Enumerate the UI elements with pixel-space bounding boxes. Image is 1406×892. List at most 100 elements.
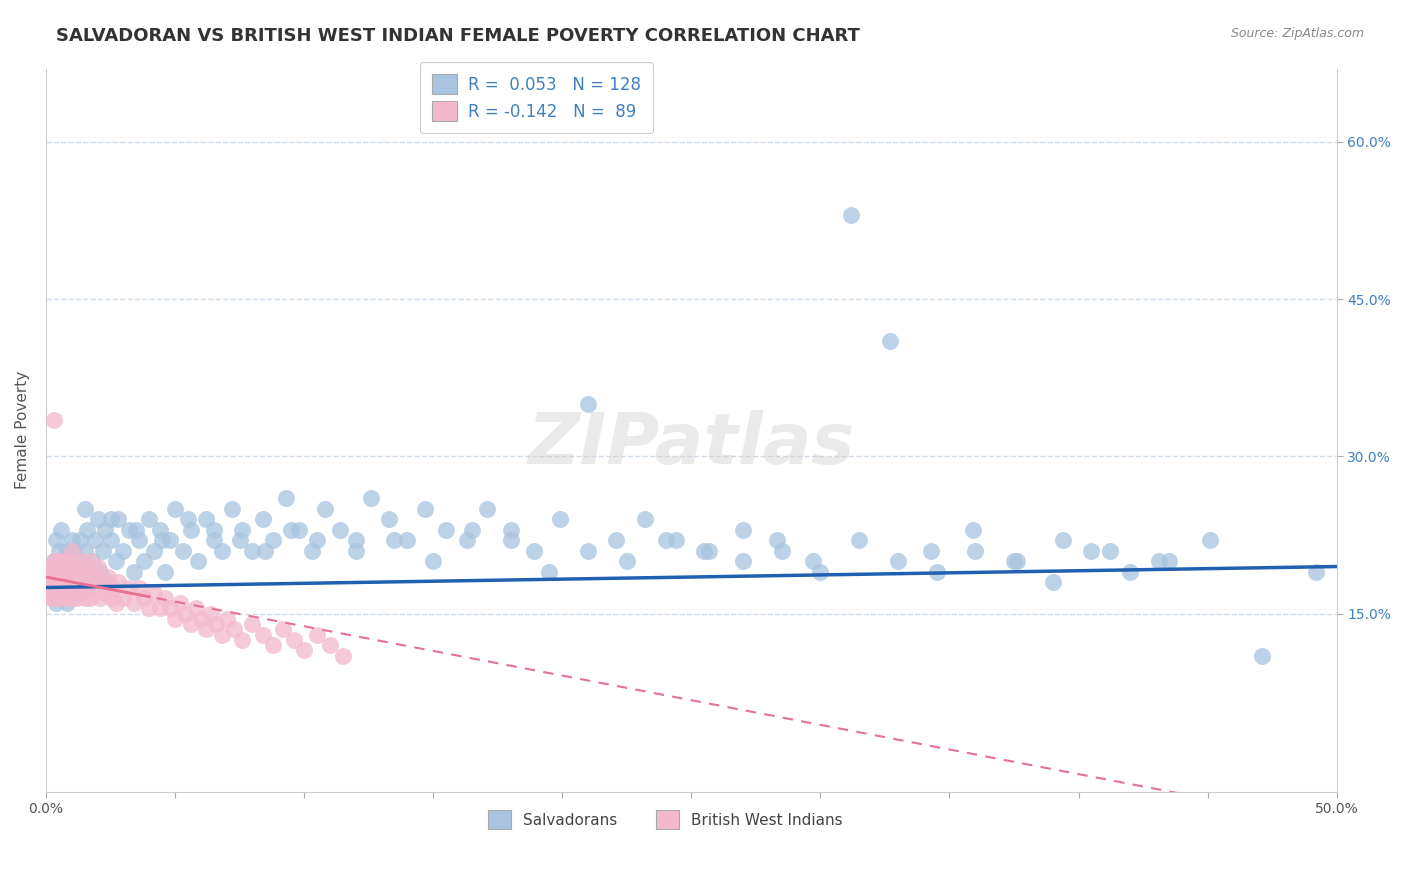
Text: ZIPatlas: ZIPatlas	[527, 410, 855, 479]
Point	[965, 544, 987, 558]
Point	[39, 591, 62, 605]
Point	[48, 544, 70, 558]
Point	[53, 570, 76, 584]
Point	[55, 591, 77, 605]
Point	[97, 575, 120, 590]
Point	[82, 581, 104, 595]
Point	[79, 554, 101, 568]
Point	[848, 533, 870, 548]
Point	[314, 501, 336, 516]
Point	[605, 533, 627, 548]
Point	[104, 554, 127, 568]
Point	[153, 565, 176, 579]
Text: SALVADORAN VS BRITISH WEST INDIAN FEMALE POVERTY CORRELATION CHART: SALVADORAN VS BRITISH WEST INDIAN FEMALE…	[56, 27, 860, 45]
Point	[138, 512, 160, 526]
Point	[70, 586, 93, 600]
Point	[60, 544, 83, 558]
Point	[211, 544, 233, 558]
Point	[159, 533, 181, 548]
Point	[731, 523, 754, 537]
Point	[76, 565, 98, 579]
Point	[58, 554, 80, 568]
Point	[60, 533, 83, 548]
Point	[415, 501, 437, 516]
Point	[190, 612, 212, 626]
Point	[100, 512, 122, 526]
Point	[42, 554, 65, 568]
Point	[66, 575, 89, 590]
Point	[205, 617, 228, 632]
Point	[69, 565, 91, 579]
Point	[879, 334, 901, 348]
Point	[177, 512, 200, 526]
Point	[63, 544, 86, 558]
Point	[242, 617, 264, 632]
Point	[73, 591, 96, 605]
Point	[91, 575, 114, 590]
Point	[163, 501, 186, 516]
Point	[70, 554, 93, 568]
Point	[305, 628, 328, 642]
Point	[117, 581, 139, 595]
Point	[63, 570, 86, 584]
Point	[132, 554, 155, 568]
Point	[55, 565, 77, 579]
Point	[396, 533, 419, 548]
Point	[576, 544, 599, 558]
Point	[252, 628, 274, 642]
Point	[654, 533, 676, 548]
Point	[76, 523, 98, 537]
Point	[38, 581, 60, 595]
Point	[39, 559, 62, 574]
Point	[39, 570, 62, 584]
Point	[887, 554, 910, 568]
Point	[273, 623, 295, 637]
Point	[63, 565, 86, 579]
Point	[143, 544, 166, 558]
Point	[731, 554, 754, 568]
Point	[1052, 533, 1074, 548]
Point	[765, 533, 787, 548]
Point	[1157, 554, 1180, 568]
Point	[70, 586, 93, 600]
Point	[215, 612, 238, 626]
Point	[693, 544, 716, 558]
Point	[73, 501, 96, 516]
Point	[242, 544, 264, 558]
Point	[1119, 565, 1142, 579]
Point	[344, 533, 367, 548]
Point	[58, 570, 80, 584]
Point	[202, 523, 225, 537]
Point	[76, 581, 98, 595]
Point	[810, 565, 832, 579]
Point	[159, 601, 181, 615]
Point	[48, 586, 70, 600]
Point	[122, 596, 145, 610]
Point	[461, 523, 484, 537]
Point	[104, 596, 127, 610]
Point	[89, 591, 111, 605]
Point	[84, 570, 107, 584]
Point	[42, 581, 65, 595]
Point	[288, 523, 311, 537]
Point	[274, 491, 297, 506]
Point	[79, 575, 101, 590]
Point	[292, 643, 315, 657]
Point	[202, 533, 225, 548]
Point	[221, 501, 243, 516]
Point	[841, 208, 863, 222]
Point	[55, 596, 77, 610]
Point	[107, 575, 129, 590]
Point	[94, 523, 117, 537]
Point	[89, 565, 111, 579]
Point	[94, 586, 117, 600]
Point	[262, 638, 284, 652]
Legend: Salvadorans, British West Indians: Salvadorans, British West Indians	[482, 804, 849, 835]
Point	[150, 533, 173, 548]
Point	[48, 570, 70, 584]
Point	[66, 554, 89, 568]
Point	[1199, 533, 1222, 548]
Point	[301, 544, 323, 558]
Point	[58, 554, 80, 568]
Point	[548, 512, 571, 526]
